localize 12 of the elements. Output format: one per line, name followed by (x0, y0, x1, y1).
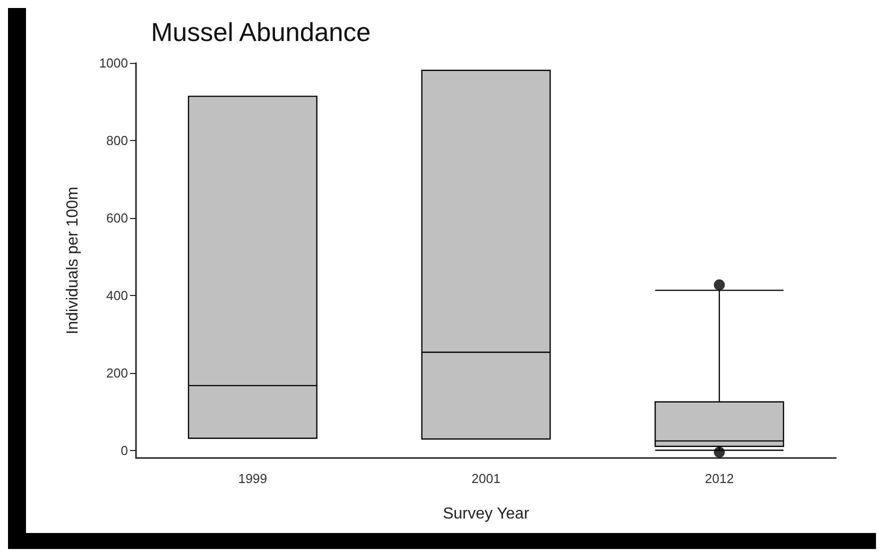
y-tick-label: 200 (106, 365, 128, 380)
y-tick-label: 800 (106, 132, 128, 148)
y-tick-label: 0 (120, 442, 128, 458)
x-tick-label: 1999 (238, 471, 268, 486)
x-tick-label: 2012 (704, 471, 734, 486)
x-axis-title: Survey Year (442, 506, 530, 522)
y-tick-label: 1000 (99, 56, 128, 70)
y-tick-label: 400 (106, 288, 128, 303)
y-tick-label: 600 (106, 210, 128, 226)
x-tick-label: 2001 (472, 471, 500, 486)
chart-title: Mussel Abundance (151, 17, 371, 47)
y-axis-title: Individuals per 100m (64, 186, 82, 334)
